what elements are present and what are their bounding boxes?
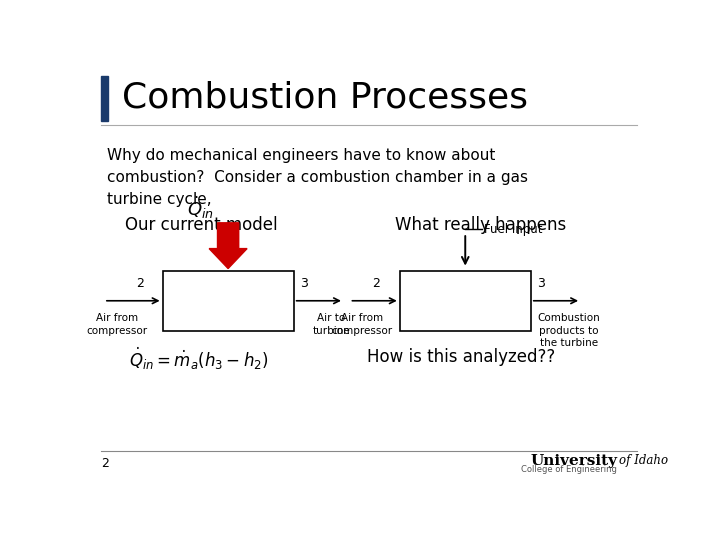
Text: How is this analyzed??: How is this analyzed?? — [367, 348, 555, 366]
Text: 3: 3 — [537, 278, 545, 291]
Text: What really happens: What really happens — [395, 216, 566, 234]
Text: 3: 3 — [300, 278, 307, 291]
Text: 2: 2 — [136, 278, 144, 291]
FancyArrow shape — [209, 223, 247, 268]
Bar — [163, 271, 294, 331]
Text: $\dot{Q}_{in} = \dot{m}_a\left(h_3 - h_2\right)$: $\dot{Q}_{in} = \dot{m}_a\left(h_3 - h_2… — [129, 346, 269, 372]
Text: Combustion Processes: Combustion Processes — [122, 80, 528, 114]
Text: Air from
compressor: Air from compressor — [332, 313, 393, 336]
Text: $\dot{Q}_{in}$: $\dot{Q}_{in}$ — [186, 194, 214, 221]
Text: Fuel input: Fuel input — [484, 222, 542, 235]
Text: 2: 2 — [372, 278, 379, 291]
Text: 2: 2 — [101, 457, 109, 470]
Text: Air from
compressor: Air from compressor — [86, 313, 148, 336]
Text: Our current model: Our current model — [125, 216, 278, 234]
Text: University: University — [531, 454, 617, 468]
Bar — [400, 271, 531, 331]
Text: College of Engineering: College of Engineering — [521, 465, 617, 474]
Text: Why do mechanical engineers have to know about
combustion?  Consider a combustio: Why do mechanical engineers have to know… — [107, 148, 528, 207]
Text: Air to
turbine: Air to turbine — [312, 313, 351, 336]
Bar — [101, 76, 109, 121]
Text: Combustion
products to
the turbine: Combustion products to the turbine — [537, 313, 600, 348]
Text: of Idaho: of Idaho — [619, 454, 668, 467]
